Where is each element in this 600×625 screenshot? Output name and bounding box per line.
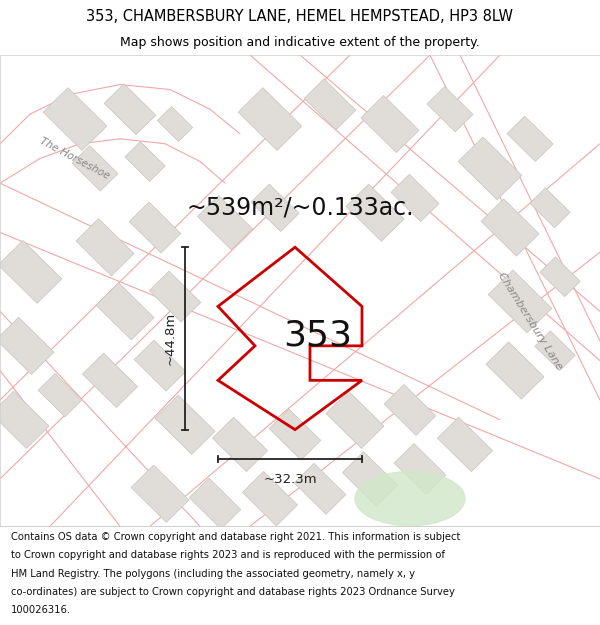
Text: ~539m²/~0.133ac.: ~539m²/~0.133ac. [186,196,414,220]
Polygon shape [458,137,522,200]
Ellipse shape [355,471,465,526]
Polygon shape [391,174,439,222]
Text: 100026316.: 100026316. [11,605,71,615]
Polygon shape [212,418,268,472]
Polygon shape [251,184,299,231]
Polygon shape [96,282,154,340]
Polygon shape [155,395,215,454]
Polygon shape [125,142,165,181]
Polygon shape [134,340,186,391]
Polygon shape [38,374,82,417]
Polygon shape [157,107,193,141]
Polygon shape [384,384,436,436]
Polygon shape [129,202,181,253]
Polygon shape [72,146,118,191]
Text: 353: 353 [284,319,353,353]
Polygon shape [361,96,419,152]
Polygon shape [427,87,473,132]
Polygon shape [346,184,404,241]
Polygon shape [189,478,241,529]
Polygon shape [488,270,552,333]
Polygon shape [294,463,346,514]
Text: Contains OS data © Crown copyright and database right 2021. This information is : Contains OS data © Crown copyright and d… [11,532,460,542]
Polygon shape [149,271,201,322]
Polygon shape [481,199,539,256]
Polygon shape [0,241,62,303]
Text: ~44.8m: ~44.8m [164,312,177,365]
Polygon shape [76,219,134,276]
Text: The Horseshoe: The Horseshoe [38,136,112,181]
Polygon shape [197,196,253,250]
Polygon shape [343,452,398,506]
Polygon shape [486,342,544,399]
Polygon shape [304,79,356,130]
Polygon shape [530,188,570,228]
Polygon shape [0,318,54,374]
Polygon shape [242,471,298,526]
Text: HM Land Registry. The polygons (including the associated geometry, namely x, y: HM Land Registry. The polygons (includin… [11,569,415,579]
Text: ~32.3m: ~32.3m [263,473,317,486]
Polygon shape [238,88,302,151]
Polygon shape [0,391,49,448]
Polygon shape [82,353,137,408]
Polygon shape [43,88,107,151]
Polygon shape [269,409,321,460]
Polygon shape [507,116,553,161]
Text: co-ordinates) are subject to Crown copyright and database rights 2023 Ordnance S: co-ordinates) are subject to Crown copyr… [11,587,455,597]
Polygon shape [131,465,189,522]
Text: 353, CHAMBERSBURY LANE, HEMEL HEMPSTEAD, HP3 8LW: 353, CHAMBERSBURY LANE, HEMEL HEMPSTEAD,… [86,9,514,24]
Polygon shape [540,257,580,297]
Polygon shape [326,391,384,448]
Text: to Crown copyright and database rights 2023 and is reproduced with the permissio: to Crown copyright and database rights 2… [11,551,445,561]
Polygon shape [437,418,493,472]
Polygon shape [104,84,156,134]
Text: Map shows position and indicative extent of the property.: Map shows position and indicative extent… [120,36,480,49]
Polygon shape [535,331,575,371]
Text: Chambersbury Lane: Chambersbury Lane [496,271,564,372]
Polygon shape [394,444,446,494]
